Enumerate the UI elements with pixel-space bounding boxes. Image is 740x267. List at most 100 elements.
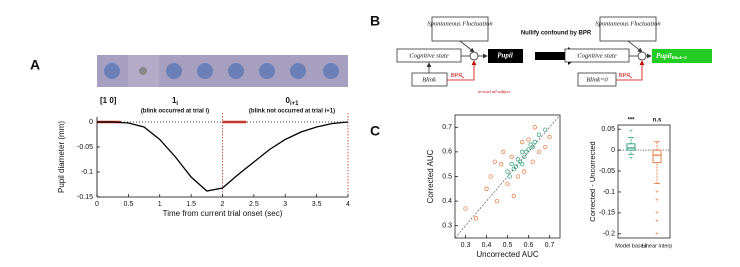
outlier: + — [629, 129, 633, 135]
node — [564, 48, 630, 63]
node — [431, 16, 489, 42]
panel-label: C — [370, 123, 380, 139]
node-label: Cognitive state — [577, 52, 616, 59]
scatter-point — [522, 169, 527, 174]
line — [97, 121, 349, 192]
scatter-point — [515, 157, 521, 162]
scatter-point — [473, 216, 479, 221]
bpr-label: BPRk — [619, 73, 632, 79]
trial-note: (blink not occurred at trial i+1) — [249, 109, 335, 115]
x-tick-label: 0.7 — [545, 242, 555, 249]
x-axis-label: Uncorrected AUC — [476, 250, 538, 259]
scatter-point — [530, 144, 535, 150]
node-label: PupilBlink=0 — [656, 52, 687, 60]
scatter-point — [526, 147, 531, 152]
arrow-label: Nullify confound by BPR — [521, 31, 592, 37]
scatter-point — [543, 127, 548, 132]
scatter-point — [492, 159, 498, 164]
y-tick-label: -0.15 — [599, 210, 615, 217]
node-label: Blink — [422, 76, 436, 83]
scatter-point — [547, 134, 552, 140]
panel-label: B — [370, 13, 380, 29]
y-tick-label: 0.05 — [601, 126, 615, 133]
scatter-point — [528, 142, 533, 147]
scatter-point — [536, 132, 542, 137]
y-tick-label: -0.15 — [77, 194, 93, 201]
node-label: Spontaneous Fluctuation — [595, 20, 660, 27]
outlier: + — [655, 198, 659, 204]
scatter-point — [509, 154, 514, 159]
significance: *** — [627, 118, 635, 124]
scatter-point — [543, 144, 548, 150]
x-axis-label: Time from current trial onset (sec) — [163, 209, 283, 218]
node-label: Blink=0 — [586, 76, 608, 83]
x-tick-label: 2.5 — [249, 201, 259, 208]
scatter-point — [511, 166, 516, 172]
x-tick-label: 0.5 — [124, 201, 134, 208]
scatter-point — [505, 181, 510, 187]
node-label: Pupil — [497, 52, 513, 60]
scatter-point — [505, 169, 510, 174]
x-tick-label: 3.5 — [312, 201, 322, 208]
significance: n.s — [653, 118, 662, 124]
y-tick-label: -0.1 — [603, 189, 615, 196]
x-tick-label: 0.5 — [503, 242, 513, 249]
scatter-point — [463, 206, 468, 211]
diagram: Spontaneous Fluctuation Cognitive state … — [396, 16, 712, 94]
y-tick-label: -0.2 — [603, 231, 615, 238]
x-tick-label: 4 — [346, 201, 350, 208]
scatter-point — [532, 139, 537, 145]
code-label: [1 0] — [100, 96, 117, 105]
scatter-point — [494, 198, 500, 204]
trial-label: 1i — [172, 96, 178, 106]
node — [396, 48, 462, 63]
y-tick-label: 0.7 — [442, 124, 452, 131]
outlier: + — [655, 231, 659, 237]
outlier: + — [629, 156, 633, 162]
scatter-point — [524, 149, 529, 155]
bpr-label: BPRk — [451, 73, 464, 79]
scatter-point — [499, 162, 504, 167]
scatter-point — [513, 164, 519, 169]
scatter-point — [526, 137, 531, 142]
y-tick-label: -0.05 — [77, 144, 93, 151]
scatter-point — [484, 186, 489, 191]
node — [599, 16, 657, 42]
scatter-point — [488, 174, 493, 179]
x-tick-label: 1 — [158, 201, 162, 208]
eye-strip — [97, 55, 348, 87]
y-tick-label: 0.6 — [442, 149, 452, 156]
x-tick-label: 1.5 — [186, 201, 196, 208]
scatter-point — [515, 174, 521, 179]
node — [411, 72, 448, 87]
panel-label: A — [30, 57, 40, 73]
x-tick-label: 2 — [221, 201, 225, 208]
y-axis-label: Corrected - Uncorrected — [588, 141, 597, 221]
x-tick-label: Linear interp — [642, 243, 673, 249]
y-tick-label: 0 — [611, 147, 615, 154]
box — [652, 149, 662, 164]
scatter-point — [536, 149, 542, 155]
trial-label: 0i+1 — [286, 96, 300, 106]
y-axis-label: Pupil diameter (mm) — [57, 121, 66, 193]
scatter-point — [501, 149, 506, 155]
y-tick-label: -0.05 — [599, 168, 615, 175]
y-tick-label: -0.1 — [81, 169, 93, 176]
x-tick-label: Model based — [615, 243, 647, 249]
trial-note: (blink occurred at trial i) — [141, 109, 209, 115]
y-tick-label: 0.3 — [442, 223, 452, 230]
outlier: + — [655, 219, 659, 225]
node — [652, 49, 712, 63]
axes-frame — [617, 124, 671, 239]
node — [577, 72, 617, 87]
bpr-note: in-trial all subject — [478, 89, 511, 94]
scatter-point — [517, 159, 523, 164]
node-label: Spontaneous Fluctuation — [427, 20, 492, 27]
box — [626, 143, 636, 151]
node-label: Cognitive state — [409, 52, 448, 59]
x-tick-label: 3 — [283, 201, 287, 208]
y-tick-label: 0.5 — [442, 173, 452, 180]
y-tick-label: 0.4 — [442, 198, 452, 205]
scatter-point — [520, 149, 525, 155]
